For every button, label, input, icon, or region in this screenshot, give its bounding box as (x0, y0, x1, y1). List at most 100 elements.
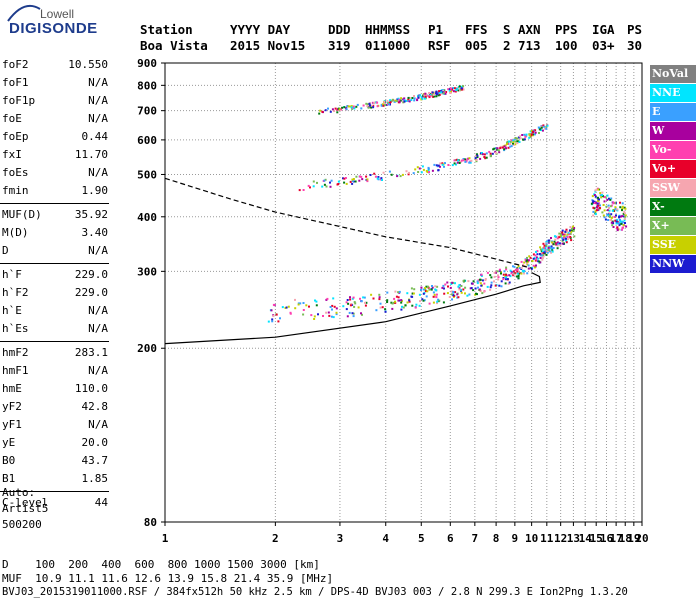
echo-point (597, 197, 600, 200)
echo-point (497, 276, 500, 279)
echo-point (447, 88, 450, 91)
param-row: foEs N/A (2, 166, 108, 184)
echo-point (455, 158, 458, 161)
echo-point (571, 229, 574, 232)
echo-point (542, 254, 545, 256)
echo-point (597, 196, 599, 199)
param-row: D N/A (2, 244, 108, 262)
echo-point (562, 238, 565, 241)
echo-point (431, 91, 434, 94)
echo-point (384, 310, 387, 313)
echo-point (459, 88, 462, 91)
echo-point (412, 292, 415, 295)
echo-point (305, 304, 308, 307)
param-value: N/A (88, 76, 108, 89)
x-tick-label: 8 (493, 532, 500, 545)
param-name: h`F2 (2, 286, 29, 299)
param-separator (0, 263, 109, 264)
digisonde-logo-icon (7, 5, 41, 22)
echo-point (433, 163, 436, 166)
echo-point (526, 261, 529, 263)
echo-point (596, 207, 599, 210)
echo-point (421, 298, 424, 301)
echo-point (615, 214, 617, 217)
y-tick-label: 200 (137, 342, 157, 355)
footer-muf-row: MUF 10.9 11.1 11.6 12.6 13.9 15.8 21.4 3… (2, 572, 334, 585)
echo-point (520, 260, 523, 263)
echo-point (489, 152, 492, 155)
echo-point (611, 209, 614, 212)
header-label-station: Station (140, 22, 193, 37)
echo-point (386, 103, 389, 106)
echo-point (398, 100, 401, 103)
echo-point (532, 253, 535, 256)
param-row: MUF(D) 35.92 (2, 208, 108, 226)
echo-point (299, 302, 302, 305)
echo-point (379, 306, 382, 309)
param-row: foF2 10.550 (2, 58, 108, 76)
echo-point (435, 90, 438, 93)
echo-point (563, 236, 565, 239)
echo-point (452, 290, 455, 293)
echo-point (528, 134, 531, 137)
echo-point (446, 292, 449, 295)
echo-point (426, 290, 429, 293)
echo-point (542, 255, 545, 258)
echo-point (612, 201, 615, 204)
echo-point (378, 296, 381, 299)
echo-point (383, 102, 386, 105)
param-name: D (2, 244, 9, 257)
param-name: B0 (2, 454, 16, 467)
echo-point (551, 241, 554, 244)
echo-point (502, 273, 505, 276)
echo-point (373, 102, 376, 104)
echo-point (595, 206, 598, 209)
echo-point (494, 147, 497, 150)
param-row: yF2 42.8 (2, 400, 108, 418)
echo-point (386, 291, 389, 294)
echo-point (332, 316, 335, 319)
echo-point (572, 228, 575, 231)
echo-point (562, 233, 565, 236)
param-name: foE (2, 112, 22, 125)
echo-point (448, 88, 451, 91)
echo-point (457, 285, 460, 288)
echo-point (418, 167, 421, 170)
echo-point (512, 274, 515, 277)
echo-point (543, 125, 546, 128)
echo-point (437, 94, 440, 97)
echo-point (386, 100, 389, 103)
echo-point (485, 156, 488, 159)
echo-point (524, 135, 527, 138)
legend-item-sse: SSE (650, 236, 696, 254)
echo-point (595, 209, 598, 212)
y-tick-label: 400 (137, 211, 157, 224)
echo-point (415, 303, 418, 306)
echo-point (532, 257, 535, 260)
echo-point (421, 97, 424, 100)
echo-point (524, 258, 527, 261)
echo-point (374, 101, 377, 104)
echo-point (386, 299, 389, 302)
echo-point (594, 189, 597, 192)
param-name: hmF1 (2, 364, 29, 377)
echo-point (573, 235, 576, 238)
echo-point (505, 266, 508, 269)
header-label-yyyy-day: YYYY DAY (230, 22, 291, 37)
header-value-iga: 03+ (592, 38, 615, 53)
echo-point (541, 248, 544, 251)
echo-point (394, 301, 397, 304)
echo-point (606, 194, 609, 197)
echo-point (352, 315, 355, 318)
echo-point (456, 88, 459, 90)
echo-point (599, 192, 602, 195)
echo-point (464, 292, 466, 295)
echo-point (504, 278, 507, 281)
param-row: h`F2 229.0 (2, 286, 108, 304)
echo-point (424, 288, 427, 291)
echo-point (351, 107, 354, 109)
echo-point (380, 103, 383, 106)
echo-point (558, 236, 561, 239)
echo-point (514, 140, 517, 143)
echo-point (318, 112, 321, 115)
